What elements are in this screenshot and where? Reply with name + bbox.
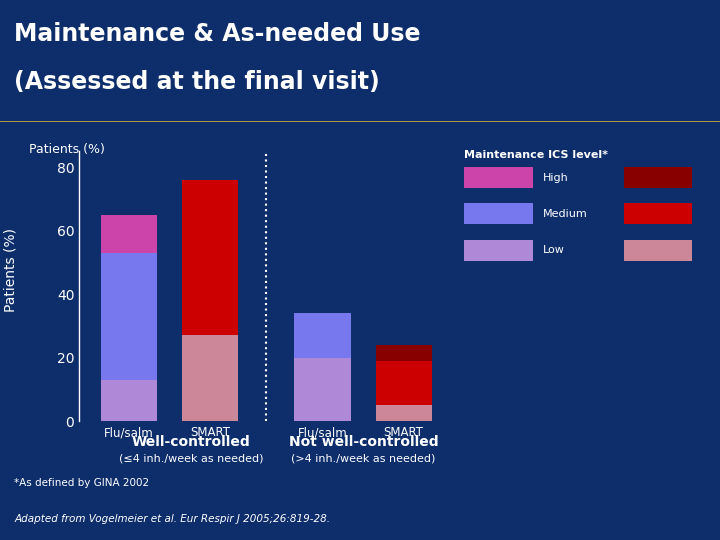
Text: Maintenance ICS level*: Maintenance ICS level*: [464, 150, 608, 160]
Text: Well-controlled: Well-controlled: [132, 435, 250, 449]
Text: Medium: Medium: [543, 209, 588, 219]
Bar: [464, 167, 533, 188]
Bar: [101, 215, 157, 253]
Bar: [182, 335, 238, 421]
Text: (>4 inh./week as needed): (>4 inh./week as needed): [292, 454, 436, 464]
Bar: [624, 167, 692, 188]
Bar: [624, 203, 692, 225]
Text: Low: Low: [543, 245, 564, 255]
Bar: [376, 361, 432, 406]
Text: Patients (%): Patients (%): [4, 228, 18, 312]
Bar: [101, 253, 157, 380]
Text: (Assessed at the final visit): (Assessed at the final visit): [14, 71, 380, 94]
Bar: [624, 240, 692, 261]
Bar: [464, 203, 533, 225]
Bar: [294, 313, 351, 357]
Text: Adapted from Vogelmeier et al. Eur Respir J 2005;26:819-28.: Adapted from Vogelmeier et al. Eur Respi…: [14, 514, 330, 524]
Bar: [464, 240, 533, 261]
Text: *As defined by GINA 2002: *As defined by GINA 2002: [14, 478, 150, 488]
Text: Not well-controlled: Not well-controlled: [289, 435, 438, 449]
Bar: [101, 380, 157, 421]
Bar: [294, 357, 351, 421]
Bar: [182, 180, 238, 335]
Text: High: High: [543, 173, 569, 183]
Text: (≤4 inh./week as needed): (≤4 inh./week as needed): [119, 454, 263, 464]
Text: Maintenance & As-needed Use: Maintenance & As-needed Use: [14, 22, 421, 46]
Text: Patients (%): Patients (%): [29, 143, 104, 156]
Bar: [376, 406, 432, 421]
Bar: [376, 345, 432, 361]
